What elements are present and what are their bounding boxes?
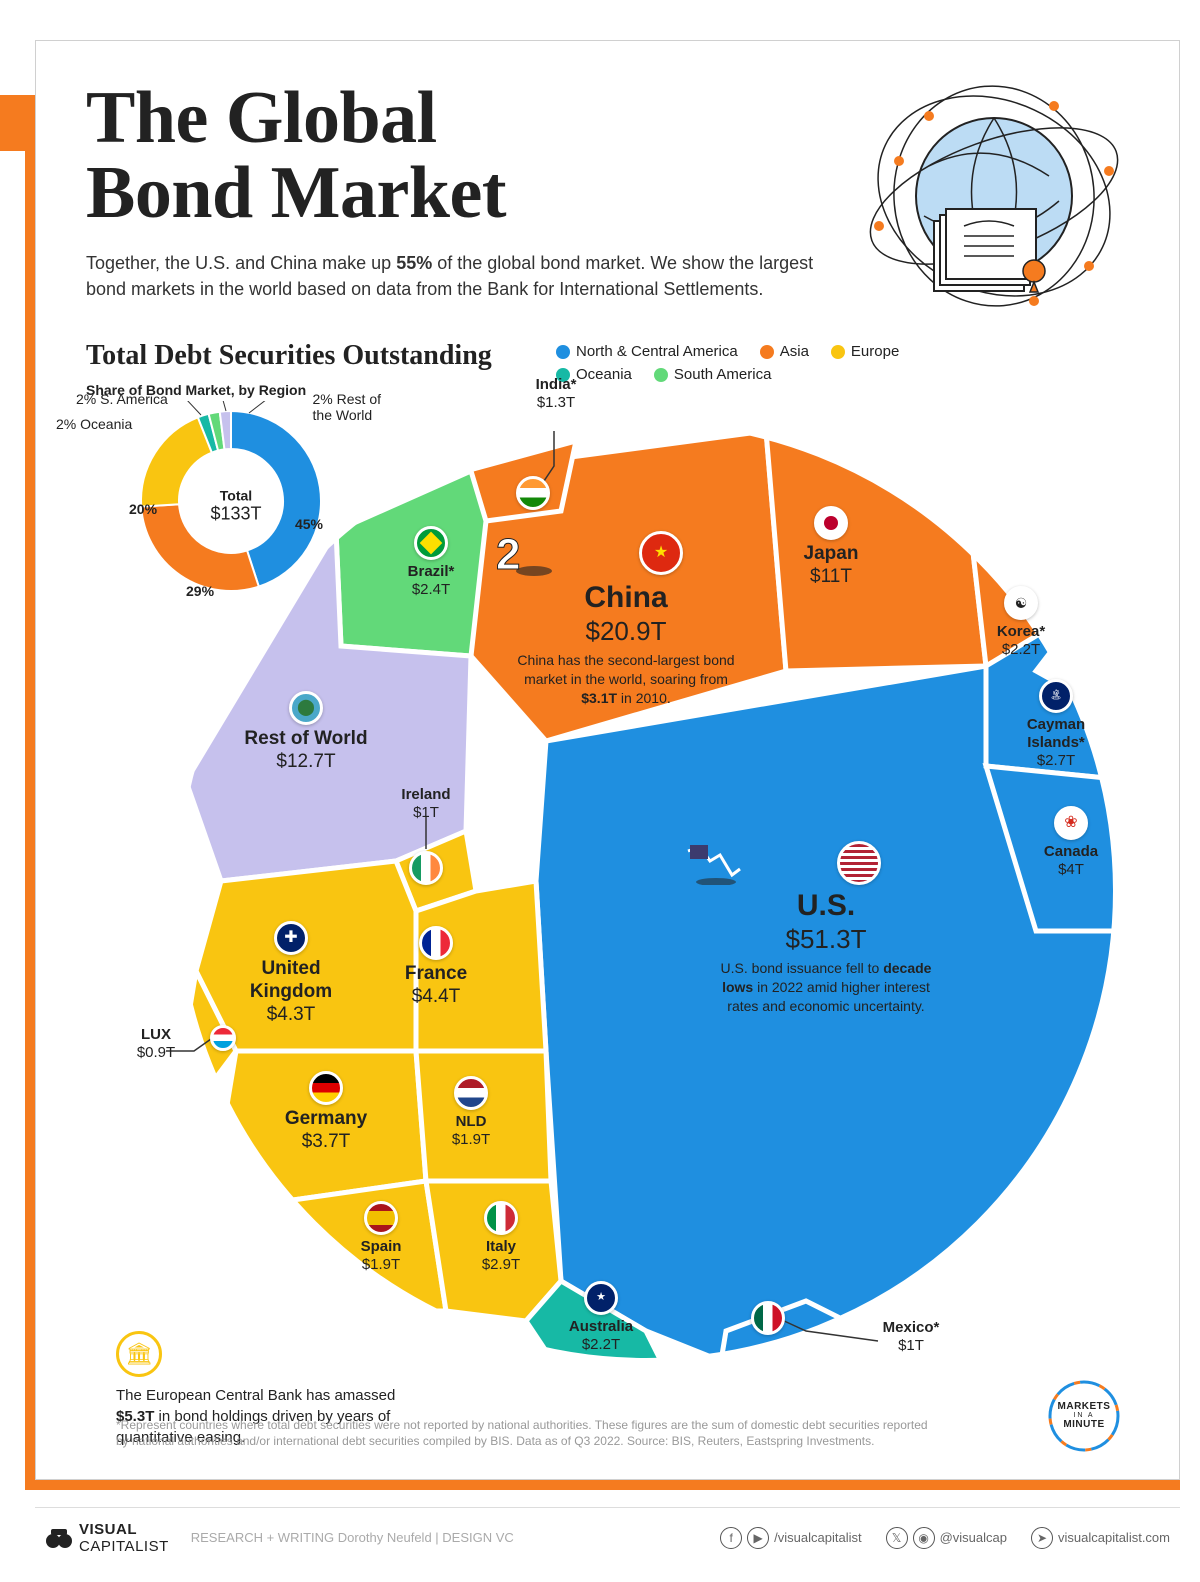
flag-ireland-icon — [409, 851, 443, 885]
legend-swatch — [654, 368, 668, 382]
social-fb[interactable]: f▶/visualcapitalist — [720, 1527, 861, 1549]
flag-india-icon — [516, 476, 550, 510]
cell-brazil-shape — [336, 471, 486, 656]
legend-item: Europe — [831, 343, 899, 360]
legend-swatch — [556, 368, 570, 382]
cell-france-shape — [416, 881, 546, 1051]
flag-mexico-icon — [751, 1301, 785, 1335]
legend-item: Asia — [760, 343, 809, 360]
cell-uk-shape — [196, 861, 416, 1051]
footnote: *Represent countries where total debt se… — [116, 1417, 936, 1449]
vc-logo: VISUALCAPITALIST — [45, 1521, 169, 1555]
bank-icon: 🏛 — [116, 1331, 162, 1377]
legend-label: South America — [674, 366, 772, 383]
instagram-icon: ◉ — [913, 1527, 935, 1549]
donut-ann-oc: 2% Oceania — [56, 416, 132, 432]
markets-in-a-minute-logo: MARKETSIN AMINUTE — [1049, 1381, 1119, 1451]
legend-label: North & Central America — [576, 343, 738, 360]
footer-bar: VISUALCAPITALIST RESEARCH + WRITING Doro… — [35, 1507, 1180, 1567]
voronoi-treemap: 2 ★ China $20.9T China has the second-la… — [166, 411, 1126, 1371]
twitter-icon: 𝕏 — [886, 1527, 908, 1549]
social-tw[interactable]: 𝕏◉@visualcap — [886, 1527, 1007, 1549]
subtitle: Together, the U.S. and China make up 55%… — [86, 250, 846, 302]
subtitle-a: Together, the U.S. and China make up — [86, 253, 396, 273]
cell-nld-shape — [416, 1051, 551, 1181]
title-line2: Bond Market — [86, 152, 506, 234]
donut-ann-eu: 20% — [129, 501, 157, 517]
title-line1: The Global — [86, 77, 437, 159]
facebook-icon: f — [720, 1527, 742, 1549]
legend-swatch — [831, 345, 845, 359]
binoculars-icon — [45, 1527, 73, 1549]
legend-label: Asia — [780, 343, 809, 360]
legend-swatch — [556, 345, 570, 359]
cell-spain-shape — [286, 1181, 446, 1311]
social-links: f▶/visualcapitalist 𝕏◉@visualcap ➤visual… — [720, 1527, 1170, 1549]
social-web[interactable]: ➤visualcapitalist.com — [1031, 1527, 1170, 1549]
cell-japan-shape — [766, 431, 986, 671]
legend-item: South America — [654, 366, 772, 383]
youtube-icon: ▶ — [747, 1527, 769, 1549]
cell-italy-shape — [426, 1181, 561, 1321]
legend-label: Europe — [851, 343, 899, 360]
main-card: The Global Bond Market Together, the U.S… — [35, 40, 1180, 1480]
region-legend: North & Central America Asia Europe Oceania… — [556, 343, 976, 383]
flag-lux-icon — [210, 1025, 236, 1051]
legend-swatch — [760, 345, 774, 359]
globe-illustration — [839, 76, 1119, 326]
cell-germany-shape — [226, 1051, 426, 1201]
globe-icon: ➤ — [1031, 1527, 1053, 1549]
accent-bar — [0, 95, 35, 151]
donut-caption: Share of Bond Market, by Region — [86, 382, 1129, 398]
credits: RESEARCH + WRITING Dorothy Neufeld | DES… — [191, 1530, 514, 1545]
legend-item: Oceania — [556, 366, 632, 383]
legend-label: Oceania — [576, 366, 632, 383]
subtitle-b: 55% — [396, 253, 432, 273]
legend-item: North & Central America — [556, 343, 738, 360]
donut-ann-sa: 2% S. America — [76, 391, 168, 407]
